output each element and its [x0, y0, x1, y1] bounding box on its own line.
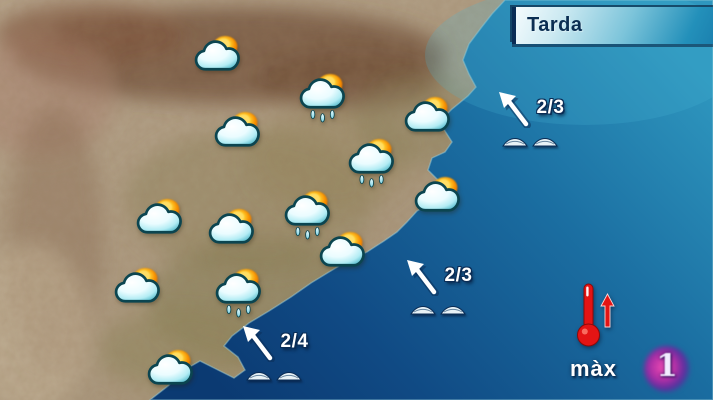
max-temperature-legend: màx — [570, 281, 644, 382]
max-label: màx — [570, 356, 618, 381]
banner-label: Tarda — [527, 14, 583, 36]
channel-number: 1 — [656, 348, 678, 384]
mediterranean-sea — [148, 0, 713, 400]
thermometer-icon — [577, 283, 615, 347]
up-arrow-icon — [600, 293, 615, 328]
time-of-day-banner: Tarda — [512, 7, 713, 44]
channel-1-logo: 1 — [644, 346, 690, 392]
